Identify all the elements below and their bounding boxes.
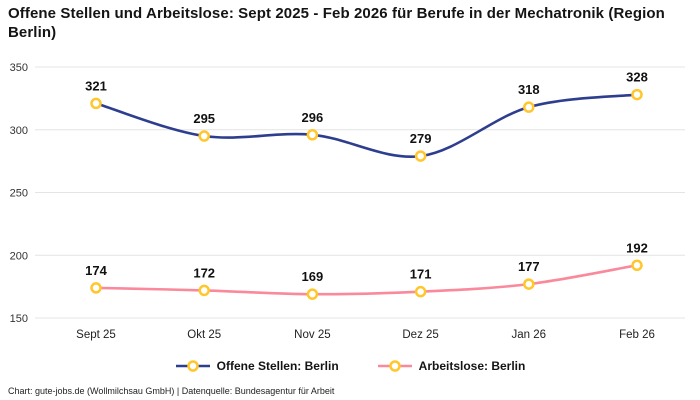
legend-item: Offene Stellen: Berlin — [175, 358, 339, 374]
data-label: 318 — [518, 82, 540, 97]
y-tick-label: 350 — [10, 62, 28, 74]
data-point-marker — [523, 278, 535, 290]
series-line — [94, 93, 639, 159]
y-tick-label: 200 — [10, 250, 28, 262]
x-tick-label: Nov 25 — [294, 329, 330, 341]
legend-label: Arbeitslose: Berlin — [418, 359, 526, 373]
x-axis: Sept 25 Okt 25 Nov 25 Dez 25 Jan 26 Feb 26 — [76, 329, 655, 341]
legend-swatch — [377, 360, 412, 372]
data-point-marker — [90, 97, 102, 110]
data-point-marker — [306, 288, 319, 300]
data-label: 169 — [302, 269, 324, 284]
data-point-marker — [198, 130, 210, 142]
legend-marker-icon — [186, 360, 199, 372]
y-axis: 150 200 250 300 350 — [10, 62, 685, 325]
data-point-marker — [90, 282, 102, 294]
line-chart: 150 200 250 300 350 Sept 25 Okt 25 Nov 25 Dez 25… — [10, 62, 685, 341]
data-label: 171 — [410, 267, 432, 282]
data-label: 174 — [85, 263, 107, 278]
x-tick-label: Feb 26 — [619, 329, 655, 341]
data-point-marker — [631, 88, 643, 101]
data-label: 295 — [193, 111, 215, 126]
data-label: 172 — [193, 265, 215, 280]
data-point-marker — [306, 129, 319, 141]
data-point-marker — [414, 150, 427, 162]
legend-marker-icon — [388, 360, 401, 372]
data-point-marker — [523, 101, 535, 113]
data-label: 296 — [302, 110, 324, 125]
x-tick-label: Jan 26 — [512, 329, 547, 341]
y-tick-label: 250 — [10, 188, 28, 200]
y-tick-label: 300 — [10, 125, 28, 137]
data-label: 279 — [410, 131, 432, 146]
chart-legend: Offene Stellen: Berlin Arbeitslose: Berli… — [0, 358, 700, 374]
data-label: 177 — [518, 259, 540, 274]
x-tick-label: Okt 25 — [187, 329, 221, 341]
legend-item: Arbeitslose: Berlin — [377, 358, 526, 374]
data-point-marker — [198, 284, 210, 297]
source-note: Chart: gute-jobs.de (Wollmilchsau GmbH) … — [8, 386, 335, 396]
data-point-marker — [631, 259, 643, 272]
data-label: 328 — [626, 70, 648, 85]
legend-label: Offene Stellen: Berlin — [216, 359, 339, 373]
legend-swatch — [175, 360, 210, 372]
chart-title: Offene Stellen und Arbeitslose: Sept 202… — [8, 5, 665, 42]
series-line — [94, 263, 639, 296]
data-label: 321 — [85, 78, 107, 93]
x-tick-label: Dez 25 — [402, 329, 438, 341]
data-label: 192 — [626, 240, 648, 255]
x-tick-label: Sept 25 — [76, 329, 116, 341]
data-point-marker — [414, 285, 427, 298]
y-tick-label: 150 — [10, 313, 28, 325]
